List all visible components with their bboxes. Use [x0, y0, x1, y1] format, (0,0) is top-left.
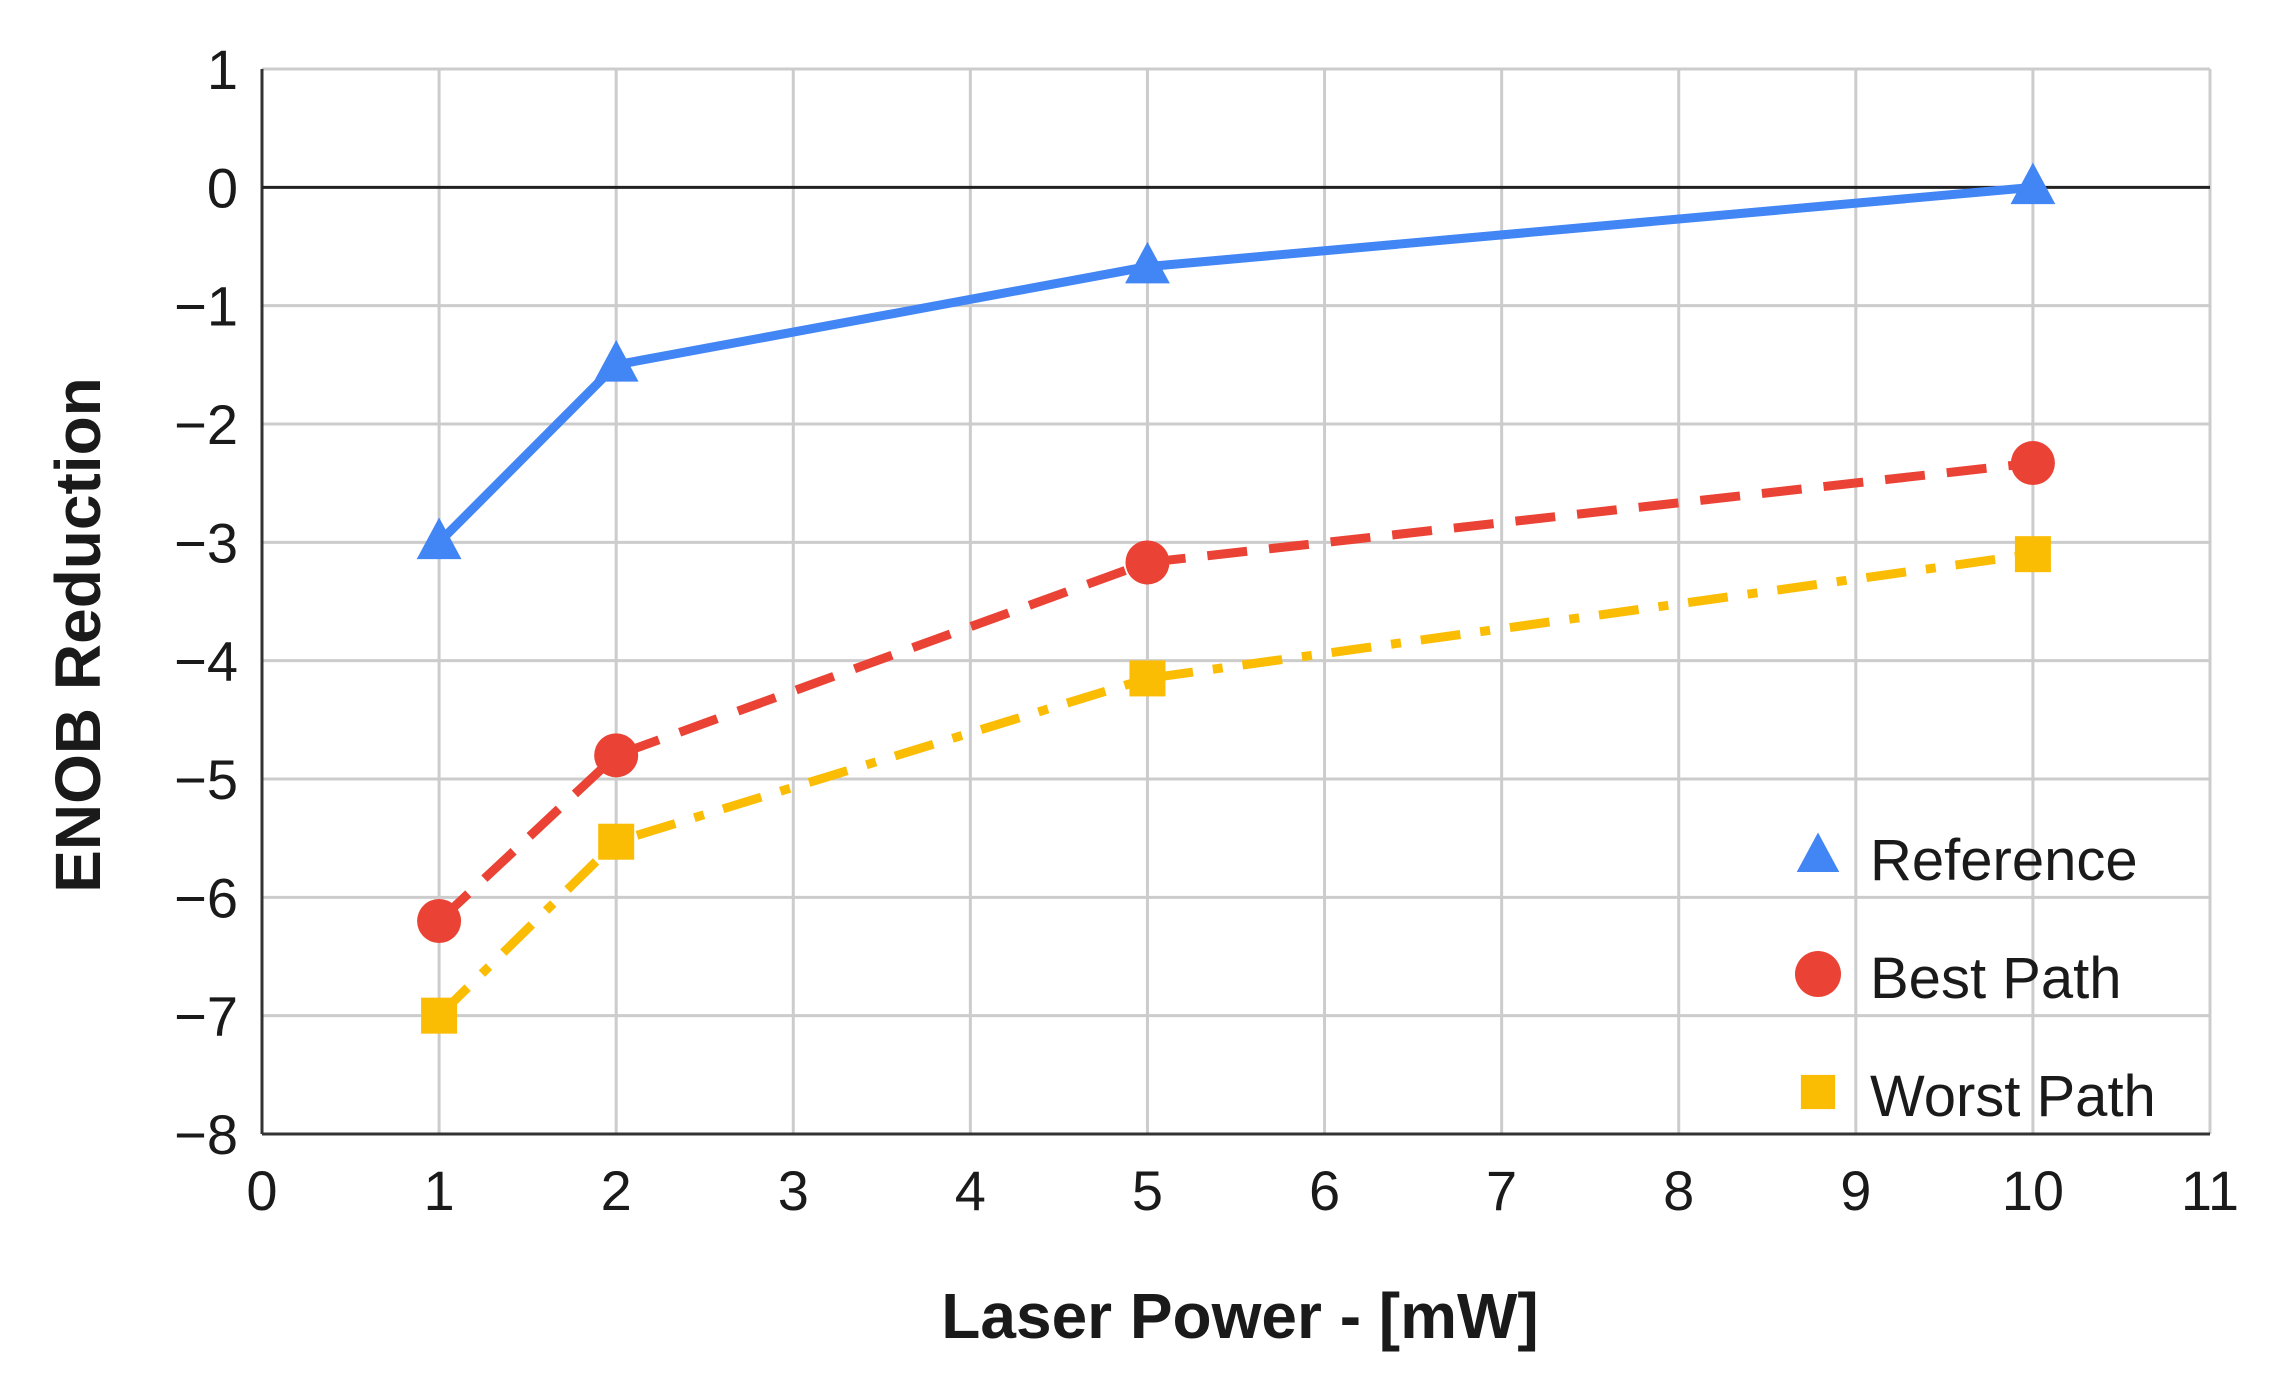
y-tick-label: −4: [174, 630, 238, 693]
data-point: [1125, 241, 1170, 284]
x-tick-label: 1: [424, 1159, 455, 1222]
legend-label: Best Path: [1870, 946, 2121, 1011]
data-point: [421, 997, 458, 1034]
data-point: [598, 823, 635, 860]
series-best-path: [417, 441, 2055, 943]
x-tick-label: 4: [955, 1159, 986, 1222]
series-reference: [416, 162, 2056, 560]
x-tick-label: 11: [2181, 1159, 2239, 1222]
legend-marker: [1795, 951, 1841, 997]
x-tick-label: 8: [1663, 1159, 1694, 1222]
y-tick-label: 1: [207, 38, 238, 101]
x-tick-label: 5: [1132, 1159, 1163, 1222]
y-tick-label: −1: [174, 275, 238, 338]
x-tick-label: 3: [778, 1159, 809, 1222]
legend-item: Reference: [1796, 828, 2138, 893]
data-point: [1125, 540, 1170, 585]
legend-marker: [1800, 1074, 1836, 1110]
y-tick-label: −5: [174, 748, 238, 811]
y-tick-label: −7: [174, 985, 238, 1048]
data-point: [2014, 536, 2051, 573]
data-point: [1129, 660, 1166, 697]
x-tick-label: 2: [601, 1159, 632, 1222]
series-worst-path: [421, 536, 2051, 1034]
data-point: [2010, 441, 2055, 486]
data-point: [2010, 162, 2056, 205]
x-axis-title: Laser Power - [mW]: [941, 1280, 1538, 1352]
y-tick-label: −2: [174, 393, 238, 456]
series-line: [435, 549, 2034, 1019]
y-tick-label: −6: [174, 866, 238, 929]
x-tick-label: 6: [1309, 1159, 1340, 1222]
x-tick-label: 7: [1486, 1159, 1517, 1222]
series: [416, 162, 2056, 1034]
y-axis-title: ENOB Reduction: [42, 377, 114, 893]
data-point: [417, 899, 462, 943]
x-tick-label: 9: [1840, 1159, 1871, 1222]
y-tick-label: 0: [207, 156, 238, 219]
y-tick-label: −8: [174, 1103, 238, 1166]
data-point: [593, 340, 639, 382]
legend-item: Best Path: [1795, 946, 2121, 1011]
data-point: [594, 733, 639, 778]
axes: [260, 69, 2210, 1136]
x-tick-label: 10: [2002, 1159, 2064, 1222]
legend-label: Reference: [1870, 828, 2138, 893]
legend-marker: [1796, 832, 1840, 872]
y-tick-label: −3: [174, 511, 238, 574]
series-line: [435, 182, 2034, 546]
legend-label: Worst Path: [1870, 1064, 2156, 1129]
series-line: [436, 458, 2034, 925]
data-point: [416, 517, 462, 560]
legend-item: Worst Path: [1800, 1064, 2156, 1129]
x-tick-label: 0: [246, 1159, 277, 1222]
legend: Reference Best Path Worst Path: [1795, 828, 2156, 1129]
